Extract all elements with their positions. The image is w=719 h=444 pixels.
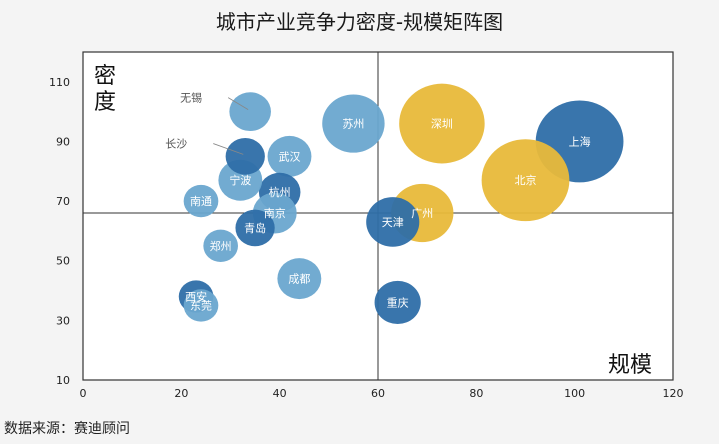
- bubble-天津: [366, 197, 420, 247]
- bubble-重庆: [374, 280, 421, 325]
- bubble-label-郑州: 郑州: [210, 239, 232, 253]
- x-axis-label: 规模: [608, 353, 652, 378]
- bubble-label-北京: 北京: [515, 173, 537, 187]
- bubble-成都: [277, 258, 322, 300]
- bubble-深圳: [399, 83, 485, 164]
- y-tick-label: 10: [56, 374, 70, 387]
- bubble-label-上海: 上海: [569, 134, 591, 148]
- bubble-label-苏州: 苏州: [342, 118, 364, 131]
- callout-line-无锡: [227, 97, 249, 110]
- y-tick-label: 110: [49, 76, 70, 89]
- bubble-无锡: [229, 92, 271, 132]
- bubble-label-天津: 天津: [382, 216, 404, 229]
- y-tick-label: 50: [56, 255, 70, 268]
- bubble-苏州: [322, 94, 385, 153]
- x-tick-label: 120: [663, 387, 684, 400]
- bubble-南通: [183, 184, 219, 218]
- callout-line-长沙: [213, 143, 244, 155]
- bubble-label-东莞: 东莞: [190, 299, 212, 312]
- bubble-label-重庆: 重庆: [387, 295, 409, 309]
- chart-title: 城市产业竞争力密度-规模矩阵图: [215, 10, 504, 34]
- bubble-label-深圳: 深圳: [431, 118, 453, 131]
- source-note: 数据来源：赛迪顾问: [4, 421, 130, 437]
- bubble-东莞: [183, 289, 219, 322]
- callout-label-长沙: 长沙: [165, 138, 187, 151]
- callout-label-无锡: 无锡: [180, 91, 202, 105]
- bubble-label-南京: 南京: [264, 206, 286, 220]
- bubble-label-成都: 成都: [288, 273, 310, 286]
- bubble-label-武汉: 武汉: [279, 150, 301, 163]
- x-tick-label: 40: [273, 387, 287, 400]
- bubble-label-西安: 西安: [185, 290, 207, 304]
- y-tick-label: 30: [56, 314, 70, 327]
- bubble-label-宁波: 宁波: [229, 173, 251, 187]
- x-tick-label: 80: [469, 387, 483, 400]
- x-tick-label: 60: [371, 387, 385, 400]
- x-tick-label: 0: [80, 387, 87, 400]
- y-tick-label: 90: [56, 135, 70, 148]
- bubble-长沙: [225, 138, 265, 175]
- bubble-北京: [481, 139, 570, 222]
- bubble-label-南通: 南通: [190, 195, 212, 208]
- y-axis-label: 密: [94, 64, 116, 89]
- y-axis-label-2: 度: [94, 90, 116, 115]
- bubble-郑州: [203, 229, 238, 262]
- bubble-青岛: [235, 209, 275, 247]
- x-tick-label: 100: [564, 387, 585, 400]
- bubble-武汉: [267, 135, 312, 177]
- bubble-label-广州: 广州: [411, 207, 433, 220]
- bubble-label-青岛: 青岛: [244, 221, 266, 235]
- bubble-label-杭州: 杭州: [269, 185, 291, 199]
- x-tick-label: 20: [174, 387, 188, 400]
- y-tick-label: 70: [56, 195, 70, 208]
